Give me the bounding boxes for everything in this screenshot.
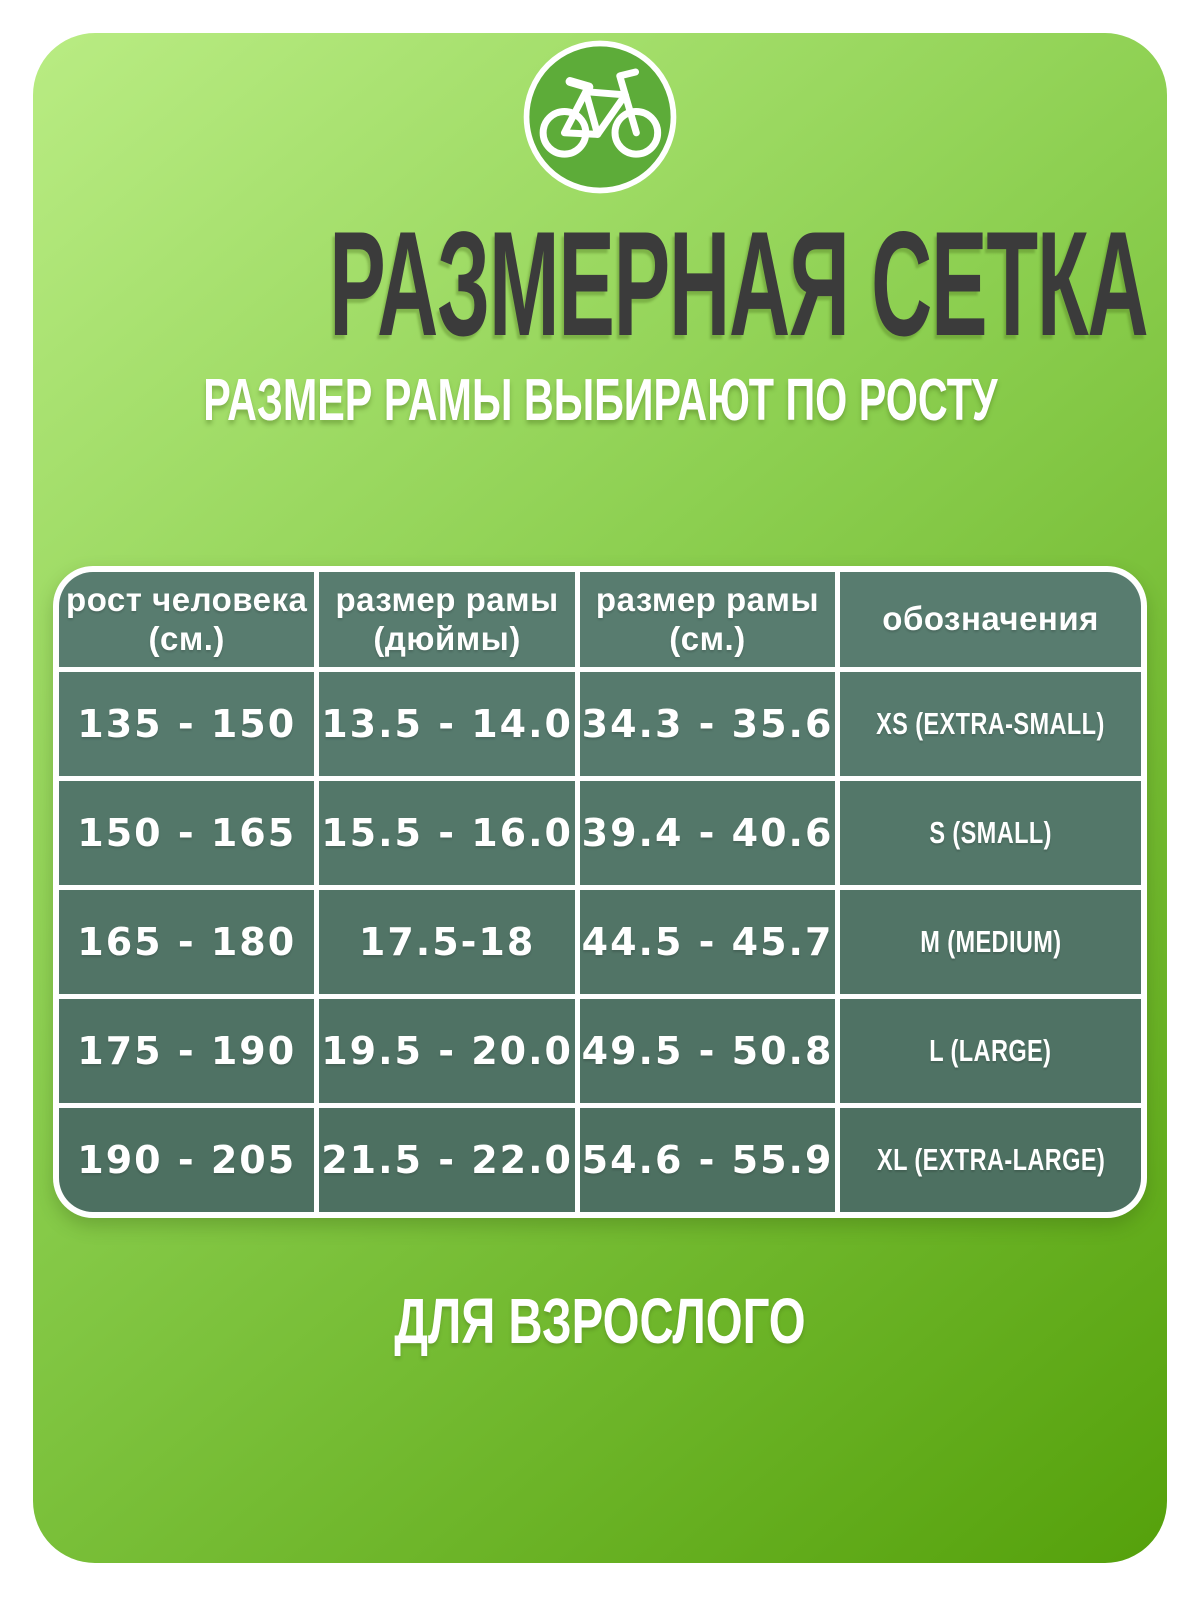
table-cell-inches: 19.5 - 20.0 xyxy=(319,999,575,1103)
table-cell-designation: L (LARGE) xyxy=(840,999,1141,1103)
header-frame-inches: размер рамы (дюймы) xyxy=(319,572,575,667)
table-cell-cm: 39.4 - 40.6 xyxy=(579,781,836,885)
bicycle-icon xyxy=(521,38,679,196)
table-cell-height: 190 - 205 xyxy=(59,1108,315,1212)
table-cell-height: 165 - 180 xyxy=(59,890,315,994)
header-frame-cm: размер рамы (см.) xyxy=(579,572,836,667)
header-line2: (дюймы) xyxy=(373,619,521,657)
header-line1: размер рамы xyxy=(335,580,559,618)
designation-text: XS (EXTRA-SMALL) xyxy=(876,706,1105,741)
table-cell-height: 150 - 165 xyxy=(59,781,315,885)
header-designation: обозначения xyxy=(840,572,1141,667)
table-cell-inches: 17.5-18 xyxy=(319,890,575,994)
table-cell-designation: S (SMALL) xyxy=(840,781,1141,885)
table-cell-cm: 44.5 - 45.7 xyxy=(579,890,836,994)
page-title: РАЗМЕРНАЯ СЕТКА xyxy=(33,200,1167,367)
header-line2: (см.) xyxy=(148,619,225,657)
audience-label: ДЛЯ ВЗРОСЛОГО xyxy=(33,1288,1167,1354)
table-cell-height: 135 - 150 xyxy=(59,672,315,776)
table-cell-cm: 34.3 - 35.6 xyxy=(579,672,836,776)
table-cell-designation: XS (EXTRA-SMALL) xyxy=(840,672,1141,776)
table-cell-height: 175 - 190 xyxy=(59,999,315,1103)
table-cell-cm: 49.5 - 50.8 xyxy=(579,999,836,1103)
designation-text: S (SMALL) xyxy=(929,815,1052,850)
header-height-cm: рост человека (см.) xyxy=(59,572,315,667)
header-line2: (см.) xyxy=(669,619,746,657)
header-line1: обозначения xyxy=(882,600,1099,638)
designation-text: L (LARGE) xyxy=(929,1033,1052,1068)
page-subtitle-text: РАЗМЕР РАМЫ ВЫБИРАЮТ ПО РОСТУ xyxy=(203,367,998,433)
audience-label-text: ДЛЯ ВЗРОСЛОГО xyxy=(394,1285,806,1357)
table-cell-designation: M (MEDIUM) xyxy=(840,890,1141,994)
table-cell-inches: 13.5 - 14.0 xyxy=(319,672,575,776)
table-cell-designation: XL (EXTRA-LARGE) xyxy=(840,1108,1141,1212)
size-chart-card: РАЗМЕРНАЯ СЕТКА РАЗМЕР РАМЫ ВЫБИРАЮТ ПО … xyxy=(33,33,1167,1563)
designation-text: XL (EXTRA-LARGE) xyxy=(876,1142,1105,1177)
size-table: рост человека (см.) размер рамы (дюймы) … xyxy=(53,566,1147,1218)
page-title-text: РАЗМЕРНАЯ СЕТКА xyxy=(329,200,1148,367)
header-line1: рост человека xyxy=(66,580,308,618)
table-cell-cm: 54.6 - 55.9 xyxy=(579,1108,836,1212)
table-cell-inches: 15.5 - 16.0 xyxy=(319,781,575,885)
header-line1: размер рамы xyxy=(595,580,820,618)
designation-text: M (MEDIUM) xyxy=(919,924,1062,959)
table-cell-inches: 21.5 - 22.0 xyxy=(319,1108,575,1212)
page-subtitle: РАЗМЕР РАМЫ ВЫБИРАЮТ ПО РОСТУ xyxy=(33,370,1167,430)
